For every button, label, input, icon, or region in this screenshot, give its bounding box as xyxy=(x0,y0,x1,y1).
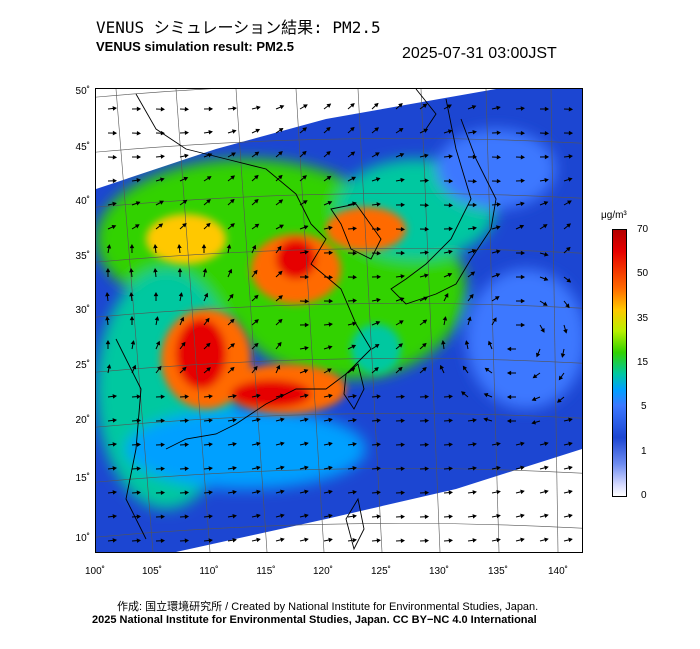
timestamp: 2025-07-31 03:00JST xyxy=(402,45,557,62)
lat-label: 40˚ xyxy=(75,196,90,207)
wind-vectors xyxy=(105,102,574,544)
lat-label: 30˚ xyxy=(75,305,90,316)
colorbar-tick: 70 xyxy=(637,224,649,235)
colorbar xyxy=(612,229,627,497)
graticule xyxy=(96,89,582,552)
lon-label: 110˚ xyxy=(199,566,219,577)
lat-label: 20˚ xyxy=(75,415,90,426)
lon-label: 105˚ xyxy=(141,566,162,577)
lon-label: 100˚ xyxy=(84,566,105,577)
concentration-field xyxy=(96,89,582,552)
lat-label: 10˚ xyxy=(75,533,90,544)
colorbar-unit: μg/m³ xyxy=(601,210,627,221)
title-english: VENUS simulation result: PM2.5 xyxy=(96,39,294,54)
title-japanese: VENUS シミュレーション結果: PM2.5 xyxy=(96,18,381,37)
colorbar-tick: 35 xyxy=(637,313,649,324)
lon-label: 125˚ xyxy=(370,566,391,577)
lat-label: 35˚ xyxy=(75,251,90,262)
map-canvas xyxy=(96,89,582,552)
lat-label: 15˚ xyxy=(75,473,90,484)
lon-label: 130˚ xyxy=(428,566,449,577)
colorbar-tick: 15 xyxy=(637,357,649,368)
colorbar-tick: 50 xyxy=(637,268,649,279)
credit-english: 2025 National Institute for Environmenta… xyxy=(92,614,537,626)
lat-label: 50˚ xyxy=(75,86,90,97)
colorbar-tick: 1 xyxy=(641,446,647,457)
colorbar-tick: 0 xyxy=(641,490,647,501)
lat-label: 25˚ xyxy=(75,360,90,371)
colorbar-tick: 5 xyxy=(641,401,647,412)
lon-label: 135˚ xyxy=(487,566,508,577)
lon-label: 120˚ xyxy=(312,566,333,577)
credit-japanese: 作成: 国立環境研究所 / Created by National Instit… xyxy=(117,601,539,613)
lon-label: 115˚ xyxy=(256,566,276,577)
lat-label: 45˚ xyxy=(75,142,90,153)
lon-label: 140˚ xyxy=(547,566,568,577)
pm25-map xyxy=(95,88,583,553)
